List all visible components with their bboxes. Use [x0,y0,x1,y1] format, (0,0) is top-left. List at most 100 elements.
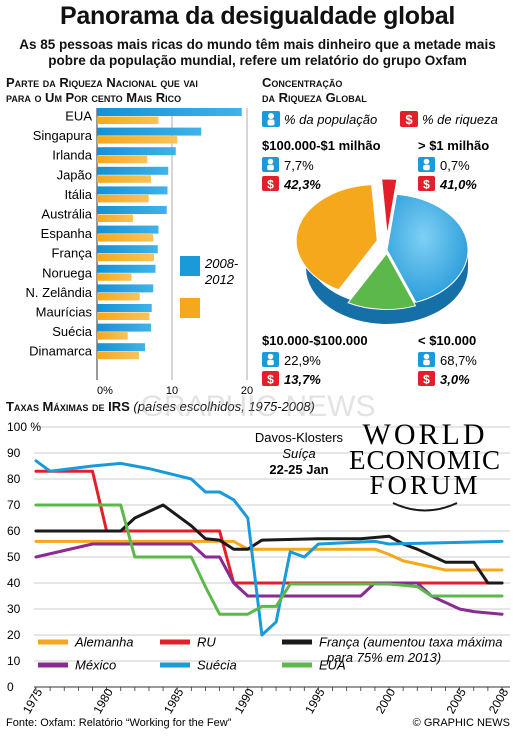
pie-chart-title: Concentração da Riqueza Global [262,75,367,105]
line-legend-label: França (aumentou taxa máxima [319,635,503,650]
bar-chart-title-line-2: para o Um Por cento Mais Rico [6,90,182,105]
bar-category-label: Maurícias [36,305,93,320]
pie-group-title: $100.000-$1 milhão [262,138,381,153]
legend-swatch-2008-2012 [180,256,200,276]
line-y-tick-label: 70 [7,498,21,512]
pie-legend: % da população $ % de riqueza [262,111,498,127]
dollar-icon: $ [405,112,413,127]
line-legend-label: Suécia [197,658,237,673]
legend-label-2008: 2008- [204,256,239,271]
bar-1980 [97,116,159,124]
population-icon [262,352,279,367]
subtitle-line-1: As 85 pessoas mais ricas do mundo têm ma… [19,37,496,52]
bar-category-label: Japão [57,167,92,182]
bar-2008-2012 [97,245,158,254]
line-y-tick-label: 60 [7,524,21,538]
pie-group-labels: $100.000-$1 milhão 7,7% $ 42,3% > $1 milhão 0… [262,138,489,387]
bar-1980 [97,253,154,262]
wealth-icon [262,371,279,386]
bar-2008-2012 [97,206,167,214]
wef-logo: WORLD ECONOMIC FORUM [349,418,501,512]
bar-category-label: Dinamarca [29,344,93,359]
bar-tick-label: 10 [166,385,178,397]
wef-logo-arc-icon [392,502,458,512]
line-legend-label: México [75,658,116,673]
bar-2008-2012 [97,166,169,175]
line-x-tick-label: 2005 [443,686,469,716]
bar-2008-2012 [97,304,152,312]
pie-group-wealth: 3,0% [440,372,470,387]
pie-group-title: < $10.000 [418,333,476,348]
bar-chart: EUA Singapura Irlanda Japão Itália Austrália E… [26,108,253,397]
person-head-icon [267,353,274,360]
person-head-icon [268,113,274,119]
bar-1980 [97,155,148,164]
pie-group-population: 0,7% [440,158,470,173]
dollar-icon: $ [423,373,430,387]
line-x-tick-label: 1990 [232,686,258,716]
pie-group-wealth: 41,0% [439,177,477,192]
bar-1980 [97,214,133,222]
subtitle-line-2: pobre da população mundial, refere um re… [48,53,467,68]
legend-wealth-label: % de riqueza [422,112,498,127]
wealth-icon [418,176,435,191]
line-y-tick-label: 50 [7,550,21,564]
bar-1980 [97,292,140,301]
bar-2008-2012 [97,284,154,293]
pie-group-wealth: 13,7% [284,372,321,387]
person-body-icon [267,359,274,366]
page-title: Panorama da desigualdade global [60,2,455,30]
event-info: Davos-Klosters Suíça 22-25 Jan [255,430,344,477]
legend-swatch-1980 [180,298,200,318]
bar-tick-label: 0% [97,385,113,397]
line-legend-label: EUA [319,658,346,673]
bar-chart-title-line-1: Parte da Riqueza Nacional que vai [6,75,198,90]
pie-group-title: > $1 milhão [418,138,489,153]
line-chart-title-note: (países escolhidos, 1975-2008) [133,399,315,414]
bar-category-label: Itália [65,187,93,202]
line-chart-title: Taxas Máximas de IRS (países escolhidos,… [6,399,315,414]
line-x-tick-label: 1995 [302,686,328,716]
line-x-tick-label: 2000 [373,686,399,716]
line-y-tick-label: 90 [7,446,21,460]
person-body-icon [423,164,430,171]
bar-category-label: Singapura [33,128,93,143]
pie-chart-title-line-2: da Riqueza Global [262,90,367,105]
person-head-icon [423,158,430,165]
bar-category-label: Noruega [42,265,93,280]
pie-group-population: 68,7% [440,353,477,368]
dollar-icon: $ [267,373,274,387]
line-y-tick-label: 80 [7,472,21,486]
person-head-icon [267,158,274,165]
bar-1980 [97,234,154,242]
bar-category-label: Espanha [41,226,93,241]
event-location: Davos-Klosters [255,430,344,445]
line-y-tick-label: 40 [7,576,21,590]
line-x-tick-label: 1985 [161,686,187,716]
bar-1980 [97,194,149,203]
line-series-eua [34,503,504,616]
page-subtitle: As 85 pessoas mais ricas do mundo têm ma… [0,37,515,69]
dollar-icon: $ [267,178,274,192]
bar-2008-2012 [97,323,151,332]
line-legend-label-cont: para 75% em 2013) [326,650,441,665]
wef-logo-line-2: ECONOMIC [349,445,501,475]
line-y-tick-label: 30 [7,602,21,616]
pie-chart-title-line-1: Concentração [262,75,343,90]
bar-1980 [97,175,151,183]
bar-category-label: Austrália [41,207,92,222]
line-y-tick-label: 10 [7,654,21,668]
person-body-icon [267,119,275,126]
line-chart-title-main: Taxas Máximas de IRS [6,399,130,414]
source-note: Fonte: Oxfam: Relatório “Working for the… [6,717,232,729]
bar-category-label: EUA [65,109,92,124]
wealth-icon [400,111,418,127]
bar-2008-2012 [97,264,156,273]
line-series-frança [34,503,504,585]
line-y-tick-label: 100 % [7,420,41,434]
watermark: GRAPHIC NEWS [140,390,375,423]
bar-category-label: França [52,246,93,261]
line-series-ru [34,469,504,585]
pie-slice--1-milh-o [295,184,378,291]
dollar-icon: $ [423,178,430,192]
